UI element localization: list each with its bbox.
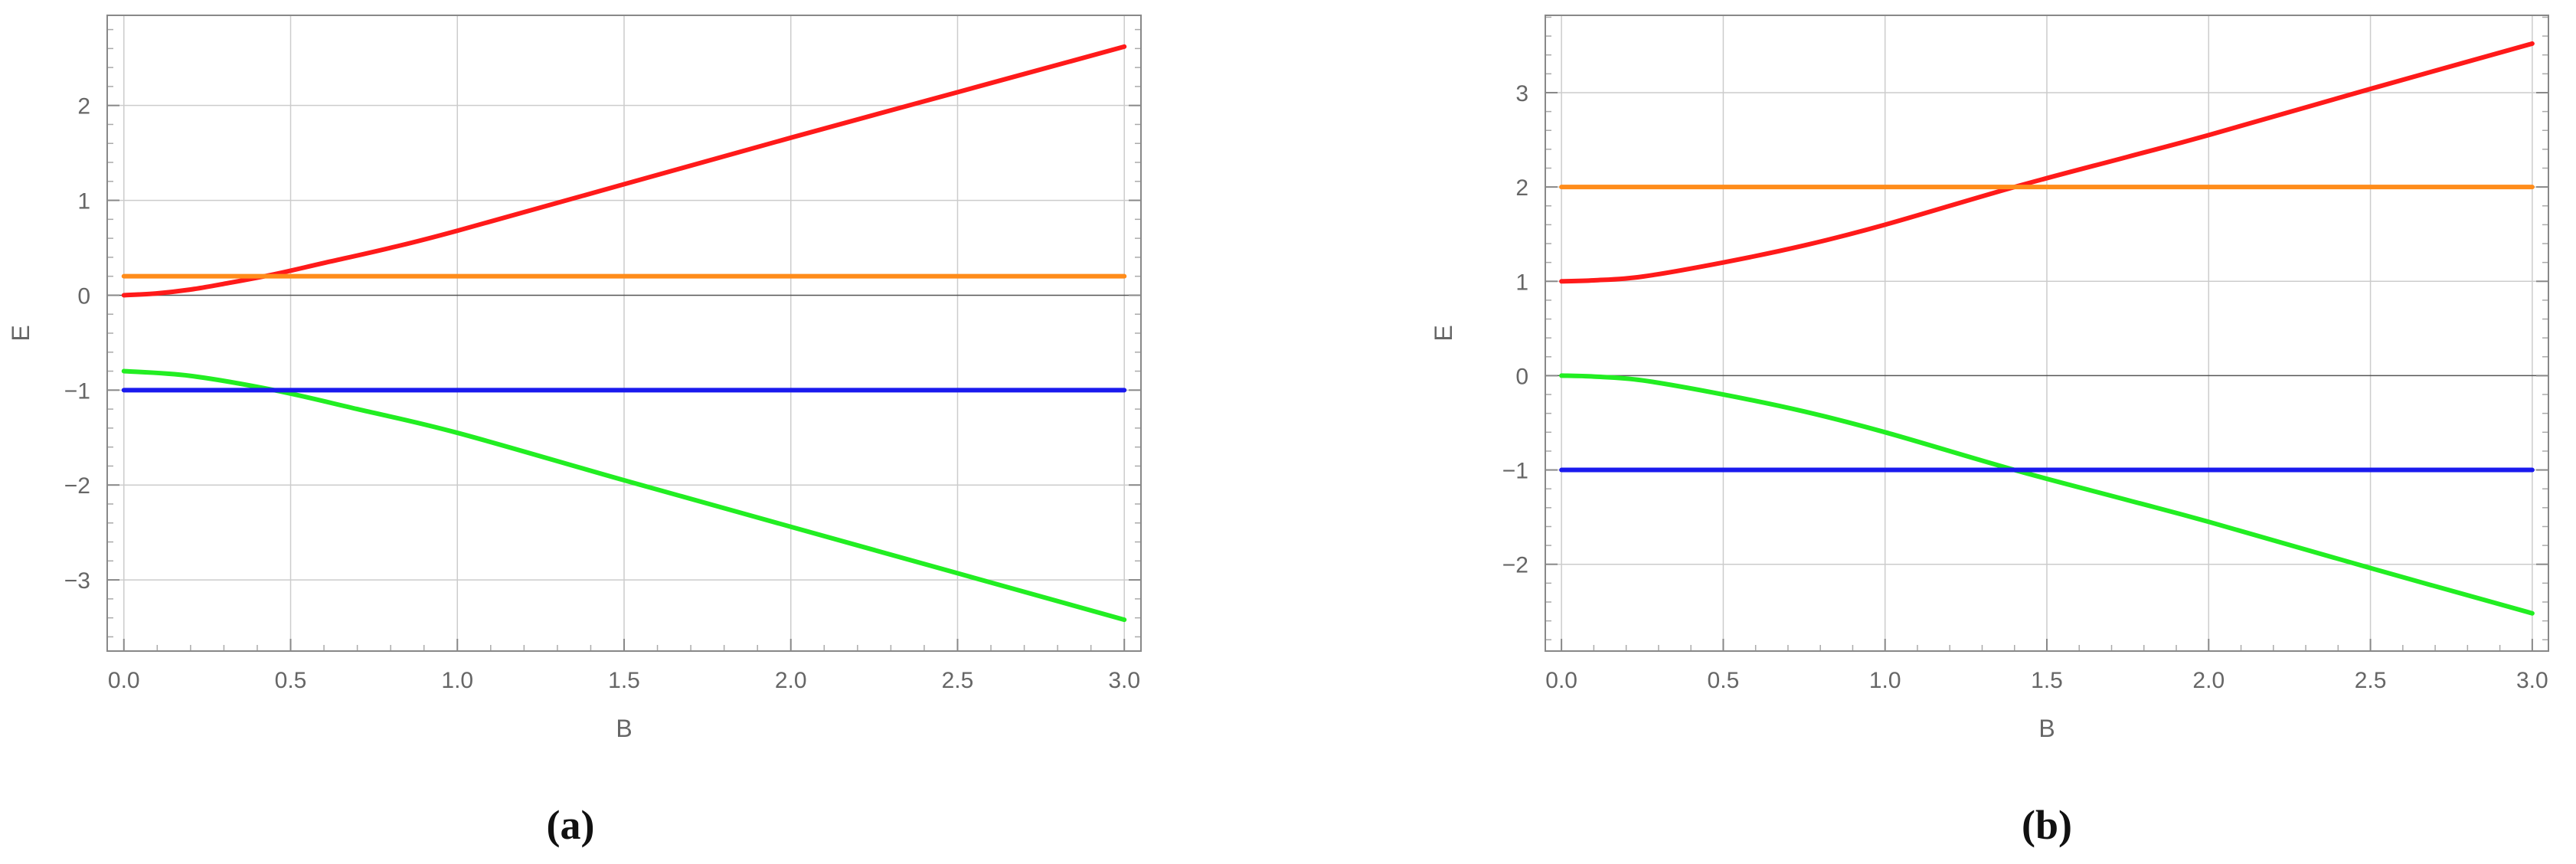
x-tick-label: 1.0: [1869, 668, 1901, 693]
x-tick-label: 1.5: [608, 668, 640, 693]
tick-labels-b: 0.0 0.5 1.0 1.5 2.0 2.5 3.0 −2 −1 0 1 2 3: [1502, 81, 2548, 693]
y-axis-label-a: E: [7, 325, 34, 341]
series-line-a-1: [121, 44, 1127, 298]
y-tick-label: −3: [64, 568, 90, 594]
ticks-b: [1545, 16, 2548, 651]
panel-caption-b: (b): [2022, 802, 2072, 848]
y-tick-label: 2: [77, 94, 90, 119]
x-tick-label: 0.0: [108, 668, 140, 693]
grid-b: [1545, 15, 2548, 651]
y-tick-label: 2: [1515, 175, 1528, 201]
y-tick-label: 1: [77, 189, 90, 214]
series-line-b-3: [1559, 373, 2535, 616]
y-tick-label: −1: [64, 378, 90, 404]
grid-a: [107, 15, 1141, 651]
y-tick-label: −1: [1502, 459, 1528, 484]
x-tick-label: 2.0: [2192, 668, 2225, 693]
y-tick-label: −2: [64, 473, 90, 499]
x-tick-label: 3.0: [2516, 668, 2548, 693]
series-b: [1559, 41, 2535, 616]
x-axis-label-a: B: [616, 715, 632, 742]
x-tick-label: 1.0: [441, 668, 473, 693]
panel-caption-a: (a): [547, 802, 595, 848]
x-tick-label: 2.0: [775, 668, 807, 693]
y-tick-label: 1: [1515, 270, 1528, 295]
x-tick-label: 0.5: [1708, 668, 1740, 693]
y-tick-label: 0: [77, 283, 90, 309]
ticks-a: [107, 28, 1141, 651]
x-tick-label: 3.0: [1108, 668, 1140, 693]
y-tick-label: 3: [1515, 81, 1528, 106]
x-axis-label-b: B: [2038, 715, 2055, 742]
tick-labels-a: 0.0 0.5 1.0 1.5 2.0 2.5 3.0 −3 −2 −1 0 1 2: [64, 94, 1140, 693]
x-tick-label: 2.5: [942, 668, 974, 693]
x-tick-label: 1.5: [2031, 668, 2063, 693]
x-tick-label: 0.0: [1545, 668, 1577, 693]
series-line-b-1: [1559, 41, 2535, 284]
x-tick-label: 2.5: [2355, 668, 2387, 693]
y-axis-label-b: E: [1430, 325, 1457, 341]
plot-frame-b: [1545, 15, 2549, 652]
series-line-a-3: [121, 368, 1127, 623]
y-tick-label: 0: [1515, 364, 1528, 389]
panel-a: 0.0 0.5 1.0 1.5 2.0 2.5 3.0 −3 −2 −1 0 1 2 B E (a): [7, 15, 1142, 848]
x-tick-label: 0.5: [275, 668, 307, 693]
plot-frame-a: [106, 15, 1142, 652]
series-a: [121, 44, 1127, 623]
panel-b: 0.0 0.5 1.0 1.5 2.0 2.5 3.0 −2 −1 0 1 2 3 B E (b): [1430, 15, 2549, 848]
y-tick-label: −2: [1502, 553, 1528, 578]
